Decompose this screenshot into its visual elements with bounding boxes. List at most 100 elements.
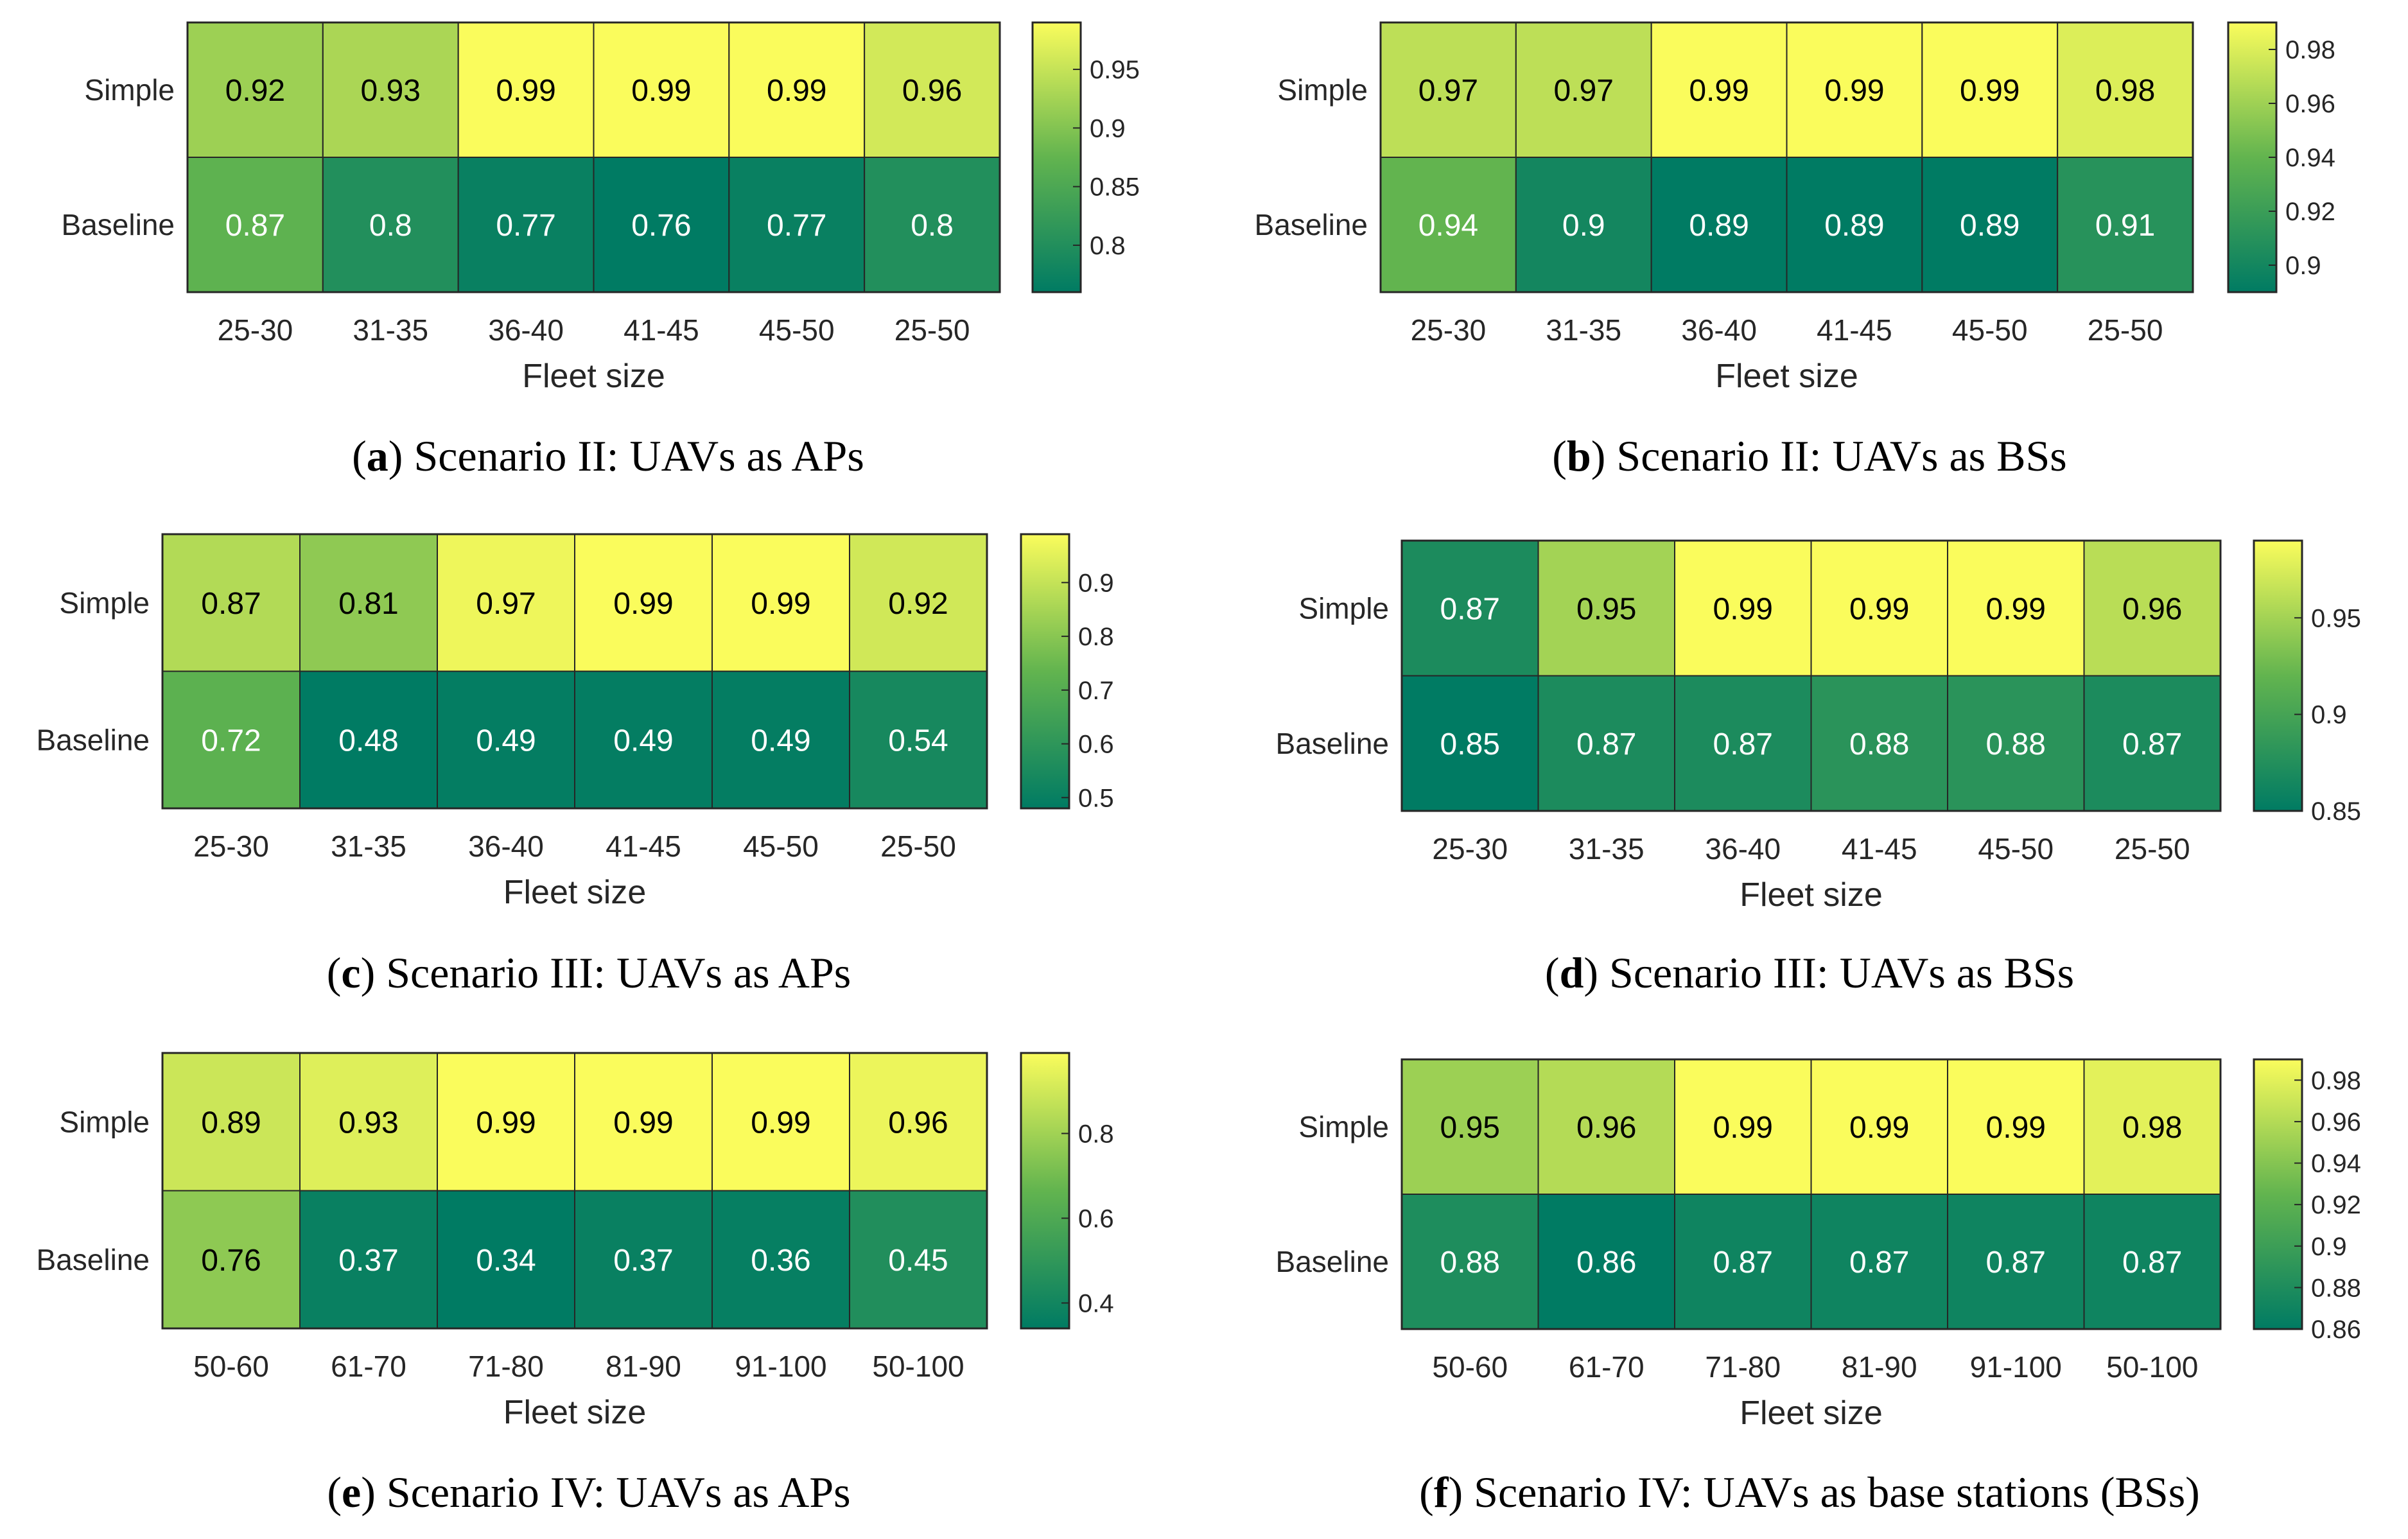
row-tick-label: Simple: [59, 586, 150, 620]
colorbar-tick-label: 0.9: [2285, 252, 2321, 280]
cell-value-label: 0.93: [361, 74, 421, 108]
panel-e: 0.89 0.93 0.99 0.99 0.99 0.96 0.76 0.37 0.34 0.37…: [37, 1052, 1114, 1517]
cell-value-label: 0.89: [1824, 209, 1884, 243]
x-axis-label: Fleet size: [522, 358, 665, 395]
cell-value-label: 0.87: [2122, 1246, 2182, 1280]
subfigure-caption: (a) Scenario II: UAVs as APs: [352, 431, 864, 480]
column-tick-label: 36-40: [488, 313, 564, 347]
cell-value-label: 0.98: [2095, 74, 2155, 108]
heatmap-cell: [1401, 1194, 1539, 1330]
cell-value-label: 0.76: [201, 1244, 261, 1278]
column-tick-label: 50-60: [193, 1350, 269, 1383]
cell-value-label: 0.87: [1986, 1246, 2046, 1280]
cell-value-label: 0.76: [631, 209, 691, 243]
cell-value-label: 0.89: [201, 1106, 261, 1140]
row-tick-label: Baseline: [37, 723, 150, 756]
cell-value-label: 0.99: [496, 74, 555, 108]
colorbar-tick-label: 0.95: [2311, 604, 2361, 632]
cell-value-label: 0.89: [1960, 209, 2020, 243]
cell-value-label: 0.95: [1576, 592, 1636, 626]
cell-value-label: 0.45: [888, 1244, 948, 1278]
colorbar: [1020, 533, 1070, 810]
row-tick-label: Baseline: [1276, 727, 1389, 760]
caption-text: Scenario IV: UAVs as base stations (BSs): [1463, 1468, 2200, 1517]
column-tick-label: 71-80: [1705, 1350, 1781, 1384]
cell-value-label: 0.87: [2122, 727, 2182, 761]
caption-text: Scenario IV: UAVs as APs: [376, 1468, 851, 1517]
caption-letter: c: [341, 948, 360, 997]
colorbar-tick-label: 0.86: [2311, 1316, 2361, 1344]
cell-value-label: 0.86: [1576, 1246, 1636, 1280]
heatmap-cell: [864, 22, 1000, 158]
column-tick-label: 25-50: [880, 830, 956, 863]
caption-letter: e: [342, 1468, 361, 1517]
cell-value-label: 0.99: [1824, 74, 1884, 108]
column-tick-label: 31-35: [353, 313, 428, 347]
cell-value-label: 0.99: [751, 587, 810, 621]
heatmap-cell: [1401, 1059, 1539, 1195]
cell-value-label: 0.49: [476, 724, 536, 758]
colorbar-tick-label: 0.9: [1078, 569, 1114, 597]
heatmap-cell: [574, 534, 713, 672]
cell-value-label: 0.99: [1713, 592, 1773, 626]
colorbar-tick-label: 0.85: [2311, 797, 2361, 826]
heatmap-frame: [161, 1052, 988, 1330]
heatmap-cell: [299, 670, 438, 809]
column-tick-label: 45-50: [743, 830, 819, 863]
colorbar-tick-label: 0.5: [1078, 784, 1114, 812]
heatmap-cell: [849, 670, 988, 809]
heatmap-cell: [2057, 157, 2194, 293]
cell-value-label: 0.8: [369, 209, 412, 243]
heatmap-cell: [162, 1190, 301, 1329]
colorbar: [2253, 1058, 2303, 1330]
column-tick-label: 31-35: [1569, 832, 1645, 865]
colorbar-tick-label: 0.8: [1078, 1120, 1114, 1148]
cell-value-label: 0.77: [767, 209, 826, 243]
colorbar: [1020, 1052, 1070, 1330]
row-tick-label: Baseline: [62, 208, 175, 241]
row-tick-label: Simple: [84, 73, 175, 107]
cell-value-label: 0.99: [1849, 1111, 1909, 1145]
column-tick-label: 50-60: [1432, 1350, 1508, 1384]
heatmap-cell: [1810, 675, 1948, 812]
colorbar-tick-label: 0.7: [1078, 677, 1114, 705]
heatmap-cell: [1401, 675, 1539, 812]
caption-text: Scenario III: UAVs as BSs: [1598, 948, 2074, 997]
caption-text: Scenario II: UAVs as BSs: [1605, 431, 2066, 480]
heatmap-cell: [1810, 1194, 1948, 1330]
caption-letter: f: [1434, 1468, 1449, 1517]
heatmap-cell: [1674, 1059, 1812, 1195]
cell-value-label: 0.96: [902, 74, 962, 108]
colorbar-tick-label: 0.94: [2285, 144, 2335, 172]
heatmap-cell: [593, 22, 730, 158]
heatmap-cell: [1674, 1194, 1812, 1330]
heatmap-cell: [728, 22, 866, 158]
colorbar-tick-label: 0.92: [2311, 1191, 2361, 1219]
subfigure-caption: (b) Scenario II: UAVs as BSs: [1552, 431, 2067, 480]
heatmap-frame: [186, 21, 1001, 293]
heatmap-cell: [849, 534, 988, 672]
heatmap-cell: [2083, 675, 2221, 812]
cell-value-label: 0.49: [751, 724, 810, 758]
cell-value-label: 0.96: [1576, 1111, 1636, 1145]
column-tick-label: 25-50: [894, 313, 970, 347]
column-tick-label: 25-30: [1432, 832, 1508, 865]
heatmap-cell: [299, 534, 438, 672]
column-tick-label: 81-90: [1842, 1350, 1917, 1384]
column-tick-label: 31-35: [1546, 313, 1621, 347]
caption-letter: a: [367, 431, 388, 480]
colorbar: [2253, 539, 2303, 812]
cell-value-label: 0.99: [613, 587, 673, 621]
heatmap-cell: [1921, 22, 2059, 158]
heatmap-cell: [2083, 1059, 2221, 1195]
cell-value-label: 0.92: [225, 74, 285, 108]
cell-value-label: 0.77: [496, 209, 555, 243]
colorbar-tick-label: 0.6: [1078, 1204, 1114, 1233]
heatmap-cell: [162, 1052, 301, 1192]
cell-value-label: 0.88: [1440, 1246, 1500, 1280]
cell-value-label: 0.89: [1689, 209, 1749, 243]
cell-value-label: 0.36: [751, 1244, 810, 1278]
heatmap-cell: [864, 157, 1000, 293]
cell-value-label: 0.94: [1418, 209, 1478, 243]
